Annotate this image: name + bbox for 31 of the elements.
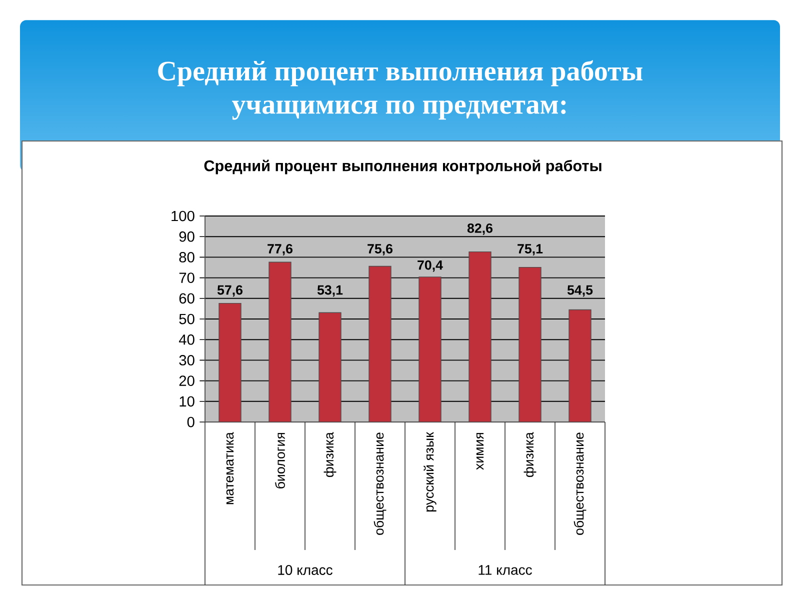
- data-label: 82,6: [467, 223, 493, 235]
- y-tick-label: 10: [180, 396, 194, 407]
- y-tick-label: 60: [179, 293, 194, 304]
- x-tick-label: обществознание: [374, 432, 386, 535]
- chart-subtitle: Средний процент выполнения контрольной работы: [204, 160, 602, 174]
- data-label: 75,1: [518, 244, 543, 256]
- data-label: 77,6: [268, 244, 292, 256]
- y-tick-label: 30: [179, 355, 194, 366]
- x-tick-label: обществознание: [574, 432, 586, 535]
- y-tick-label: 90: [179, 231, 194, 242]
- text: 10 класс: [278, 565, 332, 575]
- x-tick-label: физика: [524, 432, 536, 477]
- y-tick-label: 70: [179, 272, 194, 283]
- x-tick-label: русский язык: [424, 432, 436, 512]
- y-tick-label: 0: [187, 416, 194, 428]
- data-label: 53,1: [317, 285, 343, 297]
- x-tick-label: биология: [275, 432, 285, 488]
- y-tick-label: 50: [179, 314, 194, 324]
- y-tick-label: 80: [179, 252, 194, 262]
- data-label: 54,5: [567, 285, 593, 297]
- y-tick-label: 100: [172, 210, 194, 222]
- x-tick-label: математика: [226, 432, 234, 504]
- data-label: 57,6: [217, 285, 242, 297]
- chart-title: Средний процент выполнения работы учащимися по предметам:: [158, 60, 642, 120]
- x-tick-label: химия: [476, 432, 484, 470]
- text: 11 класс: [478, 565, 532, 575]
- x-tick-label: физика: [324, 432, 336, 477]
- data-label: 75,6: [368, 244, 393, 256]
- y-tick-label: 20: [179, 376, 194, 386]
- y-tick-label: 40: [178, 334, 194, 345]
- data-label: 70,4: [418, 260, 443, 272]
